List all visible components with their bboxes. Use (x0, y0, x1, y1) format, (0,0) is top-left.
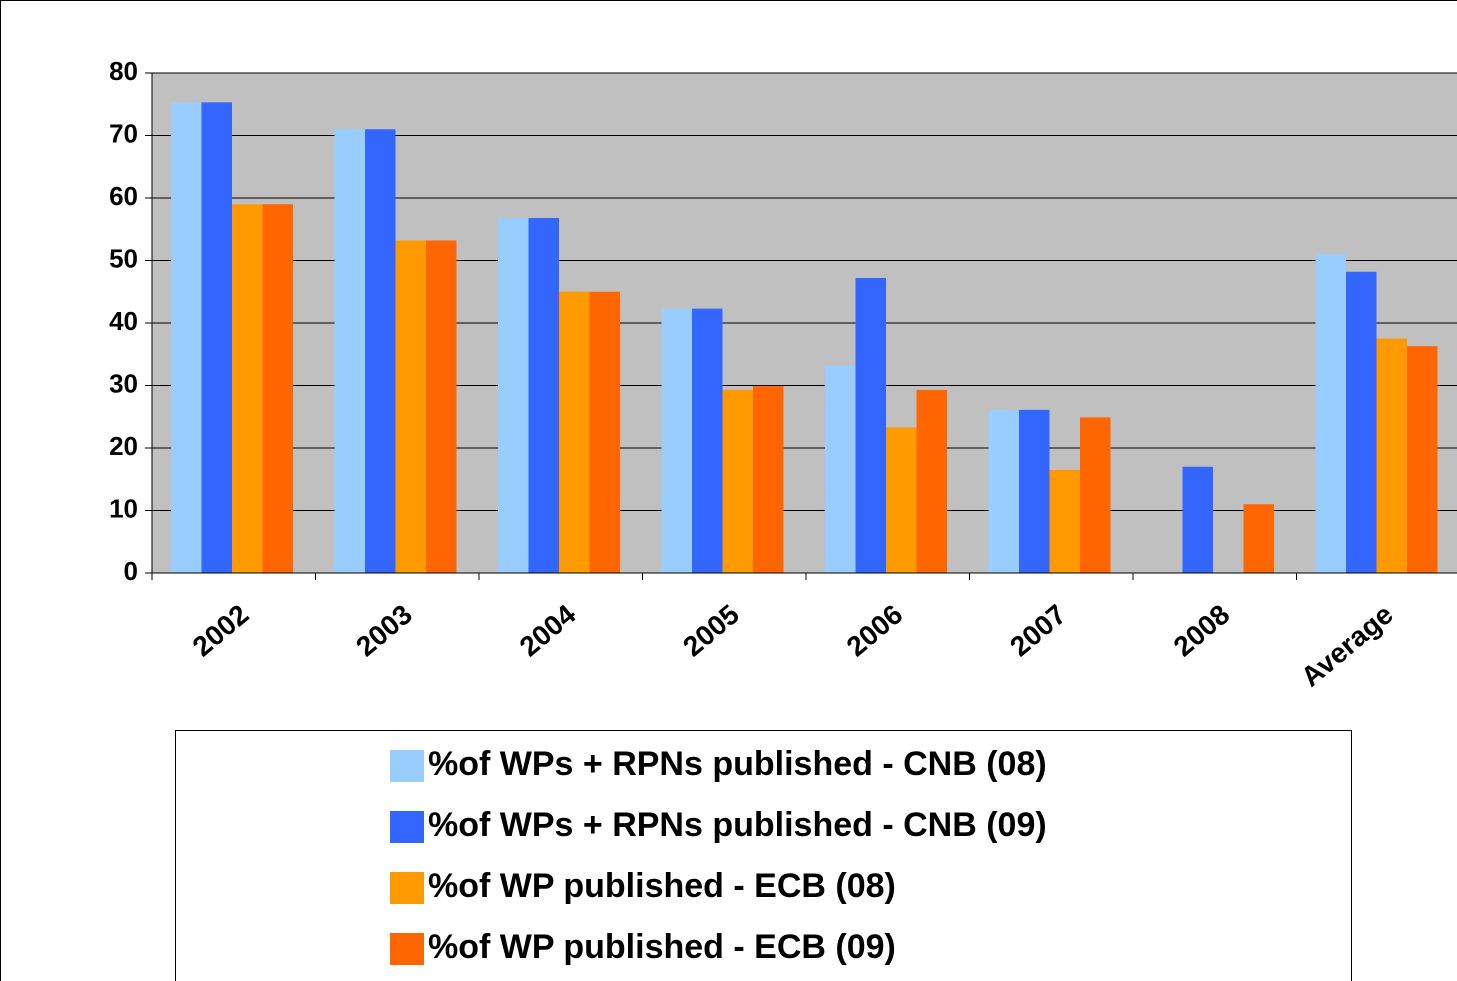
bar (1315, 254, 1346, 573)
y-tick-label: 0 (124, 556, 138, 586)
bar (232, 204, 263, 573)
bar (825, 365, 856, 573)
bar (1346, 271, 1377, 573)
bar (886, 427, 917, 573)
bar (334, 129, 365, 573)
bar (692, 308, 723, 573)
bar (426, 240, 457, 573)
bar (1243, 504, 1274, 573)
bar (589, 291, 620, 573)
legend-label: %of WPs + RPNs published - CNB (08) (428, 745, 1047, 783)
bar (661, 308, 692, 573)
legend-swatch (390, 750, 424, 782)
bar (916, 389, 947, 573)
y-tick-label: 70 (109, 118, 138, 148)
bar (1407, 346, 1438, 573)
bar (988, 409, 1019, 573)
y-tick-label: 20 (109, 431, 138, 461)
bar (1049, 469, 1080, 573)
legend (175, 730, 1352, 981)
y-tick-label: 80 (109, 56, 138, 86)
bar (395, 240, 426, 573)
y-tick-label: 60 (109, 181, 138, 211)
bar (855, 278, 886, 573)
bar (1182, 466, 1213, 573)
bar (1019, 409, 1050, 573)
y-tick-label: 10 (109, 493, 138, 523)
bar (753, 386, 784, 573)
legend-swatch (390, 872, 424, 904)
bar (559, 291, 590, 573)
legend-label: %of WP published - ECB (08) (428, 867, 896, 905)
bar (528, 218, 559, 573)
bar (262, 204, 293, 573)
bar (201, 102, 232, 573)
bar (365, 129, 396, 573)
bar (1080, 417, 1111, 573)
bar (722, 389, 753, 573)
y-tick-label: 40 (109, 306, 138, 336)
bar (171, 102, 202, 573)
legend-label: %of WPs + RPNs published - CNB (09) (428, 806, 1047, 844)
bar (1376, 338, 1407, 573)
y-tick-label: 50 (109, 243, 138, 273)
legend-swatch (390, 933, 424, 965)
y-tick-label: 30 (109, 368, 138, 398)
bar (498, 218, 529, 573)
legend-label: %of WP published - ECB (09) (428, 928, 896, 966)
legend-swatch (390, 811, 424, 843)
